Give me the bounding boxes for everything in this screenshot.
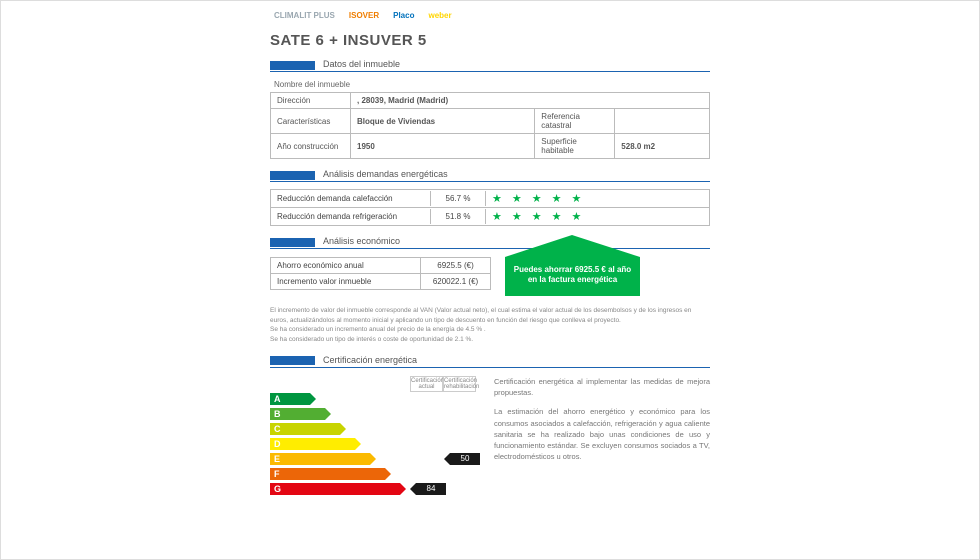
section-bar	[270, 356, 315, 365]
fineprint-line: Se ha considerado un incremento anual de…	[270, 325, 710, 335]
energy-grade-row: B	[270, 407, 480, 421]
economic-wrap: Ahorro económico anual6925.5 (€)Incremen…	[270, 257, 710, 296]
energy-grade-row: F	[270, 467, 480, 481]
econ-label: Incremento valor inmueble	[271, 274, 421, 290]
section-demand-header: Análisis demandas energéticas	[270, 169, 710, 182]
fineprint-line: El incremento de valor del inmueble corr…	[270, 306, 710, 326]
fineprint-notes: El incremento de valor del inmueble corr…	[270, 306, 710, 345]
econ-value: 620022.1 (€)	[421, 274, 491, 290]
star-icon: ★	[572, 192, 582, 205]
section-bar	[270, 171, 315, 180]
table-cell-value	[615, 109, 710, 134]
section-property-header: Datos del inmueble	[270, 59, 710, 72]
table-cell-label: Año construcción	[271, 134, 351, 159]
energy-grade-row: G 84	[270, 482, 480, 496]
cert-paragraph: Certificación energética al implementar …	[494, 376, 710, 399]
brand-logo: Placo	[389, 9, 418, 22]
energy-grade-row: D	[270, 437, 480, 451]
star-icon: ★	[532, 210, 542, 223]
certification-text: Certificación energética al implementar …	[494, 376, 710, 471]
demand-table: Reducción demanda calefacción56.7 %★★★★★…	[270, 189, 710, 226]
energy-grade-bar: B	[270, 408, 325, 420]
demand-label: Reducción demanda calefacción	[271, 191, 431, 206]
section-bar	[270, 61, 315, 70]
cert-col-header: Certificación rehabilitación	[443, 376, 476, 392]
table-cell-label: Superficie habitable	[535, 134, 615, 159]
energy-grade-bar: D	[270, 438, 355, 450]
economic-table: Ahorro económico anual6925.5 (€)Incremen…	[270, 257, 491, 290]
brand-logo: CLIMALIT PLUS	[270, 9, 339, 22]
table-cell-value: , 28039, Madrid (Madrid)	[351, 93, 710, 109]
star-icon: ★	[532, 192, 542, 205]
demand-row: Reducción demanda calefacción56.7 % ★ ★ ★ ★ ★	[270, 189, 710, 208]
demand-row: Reducción demanda refrigeración51.8 %★★★…	[270, 207, 710, 226]
savings-arrow-callout: Puedes ahorrar 6925.5 € al año en la fac…	[505, 257, 640, 296]
certification-wrap: Certificación actualCertificación rehabi…	[270, 376, 710, 497]
cert-value-actual: 84	[416, 483, 446, 495]
demand-value: 56.7 %	[431, 191, 486, 206]
table-cell-label: Características	[271, 109, 351, 134]
table-cell-value: Bloque de Viviendas	[351, 109, 535, 134]
property-name-label: Nombre del inmueble	[274, 80, 710, 89]
star-icon: ★	[492, 192, 502, 205]
brand-logos: CLIMALIT PLUS ISOVER Placo weber	[270, 9, 710, 22]
demand-stars: ★ ★ ★ ★ ★	[486, 208, 709, 225]
demand-value: 51.8 %	[431, 209, 486, 224]
table-cell-label: Dirección	[271, 93, 351, 109]
fineprint-line: Se ha considerado un tipo de interés o c…	[270, 335, 710, 345]
econ-label: Ahorro económico anual	[271, 258, 421, 274]
energy-grade-bar: E	[270, 453, 370, 465]
cert-value-rehab: 50	[450, 453, 480, 465]
energy-grade-bar: A	[270, 393, 310, 405]
brand-logo: weber	[424, 9, 455, 22]
section-bar	[270, 238, 315, 247]
report-page: CLIMALIT PLUS ISOVER Placo weber SATE 6 + I…	[250, 9, 730, 507]
energy-grade-bar: F	[270, 468, 385, 480]
econ-value: 6925.5 (€)	[421, 258, 491, 274]
cert-paragraph: La estimación del ahorro energético y ec…	[494, 406, 710, 462]
energy-grade-row: A	[270, 392, 480, 406]
star-icon: ★	[512, 192, 522, 205]
star-icon: ★	[572, 210, 582, 223]
star-icon: ★	[512, 210, 522, 223]
energy-grade-bar: G	[270, 483, 400, 495]
property-table: Dirección, 28039, Madrid (Madrid)Caracte…	[270, 92, 710, 159]
cert-col-header: Certificación actual	[410, 376, 443, 392]
star-icon: ★	[492, 210, 502, 223]
energy-grade-row: E 50	[270, 452, 480, 466]
energy-grade-bar: C	[270, 423, 340, 435]
demand-label: Reducción demanda refrigeración	[271, 209, 431, 224]
star-icon: ★	[552, 210, 562, 223]
demand-stars: ★ ★ ★ ★ ★	[486, 190, 709, 207]
cert-col-headers: Certificación actualCertificación rehabi…	[270, 376, 480, 392]
section-label: Certificación energética	[315, 355, 710, 367]
star-icon: ★	[552, 192, 562, 205]
table-cell-label: Referencia catastral	[535, 109, 615, 134]
section-label: Análisis demandas energéticas	[315, 169, 710, 181]
table-cell-value: 1950	[351, 134, 535, 159]
section-label: Datos del inmueble	[315, 59, 710, 71]
energy-grade-row: C	[270, 422, 480, 436]
section-economic-header: Análisis económico	[270, 236, 710, 249]
brand-logo: ISOVER	[345, 9, 383, 22]
report-title: SATE 6 + INSUVER 5	[270, 32, 710, 49]
section-cert-header: Certificación energética	[270, 355, 710, 368]
table-cell-value: 528.0 m2	[615, 134, 710, 159]
energy-rating-chart: Certificación actualCertificación rehabi…	[270, 376, 480, 497]
